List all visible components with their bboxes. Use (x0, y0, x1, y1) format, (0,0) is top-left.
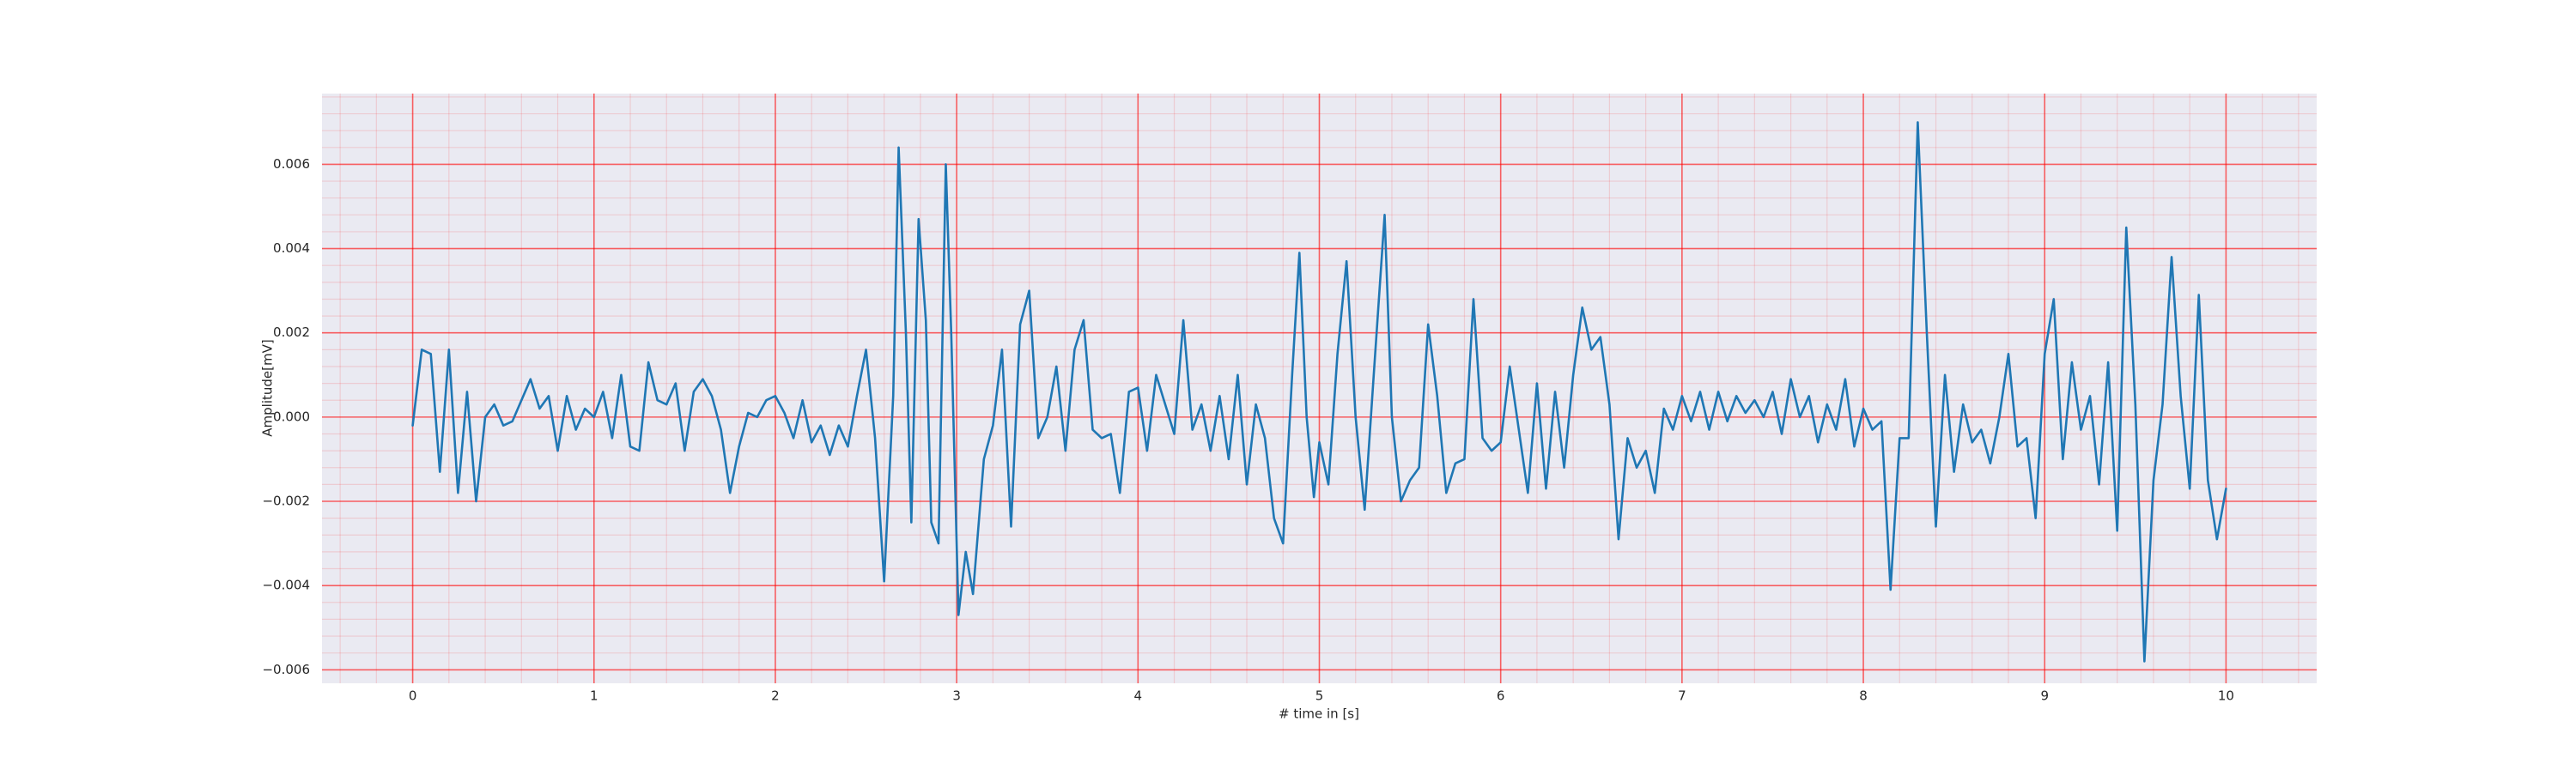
y-axis-label: Amplitude[mV] (260, 339, 276, 436)
x-tick-label: 8 (1859, 688, 1868, 704)
x-tick-label: 3 (952, 688, 961, 704)
x-axis-label: # time in [s] (1279, 706, 1359, 722)
y-tick-label: −0.006 (262, 662, 310, 677)
x-tick-label: 0 (409, 688, 417, 704)
x-tick-label: 4 (1134, 688, 1143, 704)
data-layer (411, 121, 2227, 663)
x-tick-label: 1 (590, 688, 598, 704)
y-tick-label: 0.004 (273, 240, 310, 256)
y-tick-label: −0.002 (262, 494, 310, 509)
x-tick-label: 2 (771, 688, 780, 704)
x-tick-label: 6 (1497, 688, 1505, 704)
x-tick-label: 9 (2040, 688, 2049, 704)
x-tick-label: 10 (2218, 688, 2234, 704)
major-layer (322, 94, 2317, 683)
signal-line (411, 121, 2227, 663)
y-tick-label: 0.000 (273, 409, 310, 424)
x-tick-label: 7 (1678, 688, 1686, 704)
x-tick-label: 5 (1315, 688, 1324, 704)
y-tick-label: −0.004 (262, 578, 310, 593)
y-tick-label: 0.002 (273, 324, 310, 340)
y-tick-label: 0.006 (273, 156, 310, 172)
labels-layer: 0 1 2 3 4 5 6 7 8 9 10 −0.006 −0.004 −0.002 0.000 0.002… (262, 156, 2233, 704)
